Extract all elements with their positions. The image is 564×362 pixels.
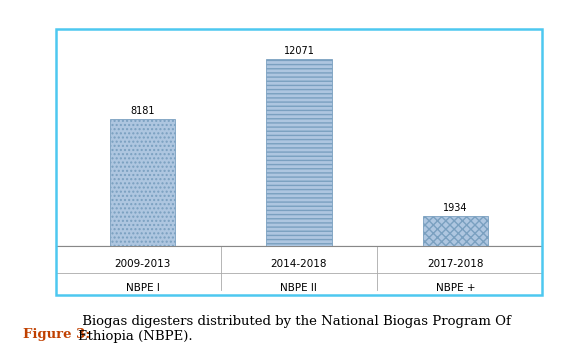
Text: 2017-2018: 2017-2018 — [427, 259, 484, 269]
Bar — [266, 59, 332, 246]
Text: Biogas digesters distributed by the National Biogas Program Of Ethiopia (NBPE).: Biogas digesters distributed by the Nati… — [78, 315, 511, 344]
Bar — [109, 119, 175, 246]
Text: 12071: 12071 — [284, 46, 314, 56]
Text: NBPE I: NBPE I — [126, 283, 160, 293]
Text: Figure 3:: Figure 3: — [23, 328, 90, 341]
Text: 8181: 8181 — [130, 106, 155, 117]
Text: NBPE II: NBPE II — [280, 283, 318, 293]
Text: NBPE +: NBPE + — [435, 283, 475, 293]
Text: 2009-2013: 2009-2013 — [114, 259, 171, 269]
Bar — [422, 216, 488, 246]
Text: 1934: 1934 — [443, 203, 468, 213]
Text: 2014-2018: 2014-2018 — [271, 259, 327, 269]
